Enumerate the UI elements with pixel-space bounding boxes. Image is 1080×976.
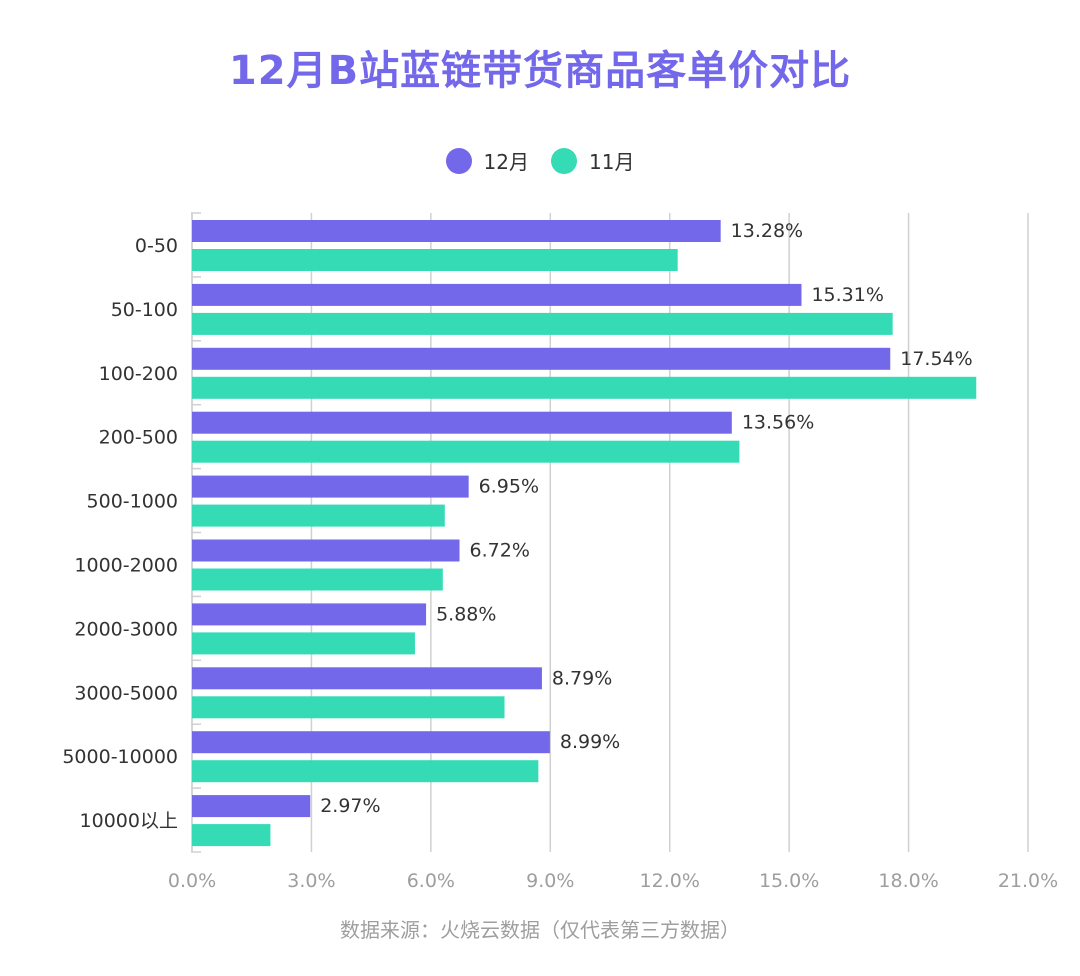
bar-dec	[192, 667, 542, 690]
x-tick-label: 0.0%	[168, 870, 216, 892]
chart-legend: 12月 11月	[0, 146, 1080, 175]
x-tick-label: 21.0%	[998, 870, 1058, 892]
category-label: 5000-10000	[62, 746, 178, 768]
bar-dec	[192, 283, 802, 306]
data-label-dec: 2.97%	[320, 795, 380, 817]
data-label-dec: 8.79%	[552, 667, 612, 689]
category-label: 3000-5000	[74, 682, 178, 704]
bar-nov	[192, 824, 271, 847]
data-label-dec: 15.31%	[811, 284, 883, 306]
bar-nov	[192, 760, 539, 783]
category-label: 1000-2000	[74, 554, 178, 576]
bar-dec	[192, 795, 311, 818]
bar-dec	[192, 475, 469, 498]
legend-swatch-dec	[445, 147, 472, 174]
legend-swatch-nov	[551, 147, 577, 174]
bar-nov	[192, 696, 505, 719]
category-label: 0-50	[135, 235, 178, 257]
category-label: 500-1000	[87, 491, 178, 513]
bar-nov	[192, 440, 740, 463]
bar-dec	[192, 731, 550, 754]
legend-item-dec[interactable]: 12月	[445, 146, 529, 175]
data-label-dec: 17.54%	[900, 348, 972, 370]
data-label-dec: 13.56%	[742, 412, 814, 434]
category-label: 10000以上	[80, 810, 178, 832]
data-label-dec: 6.95%	[479, 476, 539, 498]
bar-dec	[192, 411, 732, 434]
data-source-note: 数据来源：火烧云数据（仅代表第三方数据）	[340, 918, 740, 942]
x-tick-label: 18.0%	[878, 870, 938, 892]
x-tick-label: 9.0%	[526, 870, 574, 892]
category-label: 50-100	[111, 299, 178, 321]
bar-nov	[192, 312, 893, 335]
legend-label-dec: 12月	[483, 150, 529, 174]
bar-nov	[192, 249, 678, 271]
category-label: 2000-3000	[74, 618, 178, 640]
legend-label-nov: 11月	[589, 150, 635, 174]
chart-title: 12月B站蓝链带货商品客单价对比	[228, 48, 852, 94]
category-label: 100-200	[99, 363, 178, 385]
x-tick-label: 15.0%	[759, 870, 819, 892]
data-label-dec: 8.99%	[560, 731, 620, 753]
legend-item-nov[interactable]: 11月	[551, 146, 634, 175]
x-tick-label: 3.0%	[287, 870, 335, 892]
bar-dec	[192, 539, 460, 562]
data-label-dec: 5.88%	[436, 603, 496, 625]
bar-dec	[192, 347, 891, 370]
x-tick-label: 6.0%	[407, 870, 455, 892]
bar-nov	[192, 632, 415, 655]
data-label-dec: 13.28%	[731, 220, 803, 242]
category-label: 200-500	[99, 427, 178, 449]
bar-dec	[192, 220, 721, 242]
bar-nov	[192, 376, 977, 399]
x-tick-label: 12.0%	[640, 870, 700, 892]
bar-dec	[192, 603, 427, 626]
bar-nov	[192, 504, 445, 527]
bar-nov	[192, 568, 443, 591]
data-label-dec: 6.72%	[470, 540, 530, 562]
